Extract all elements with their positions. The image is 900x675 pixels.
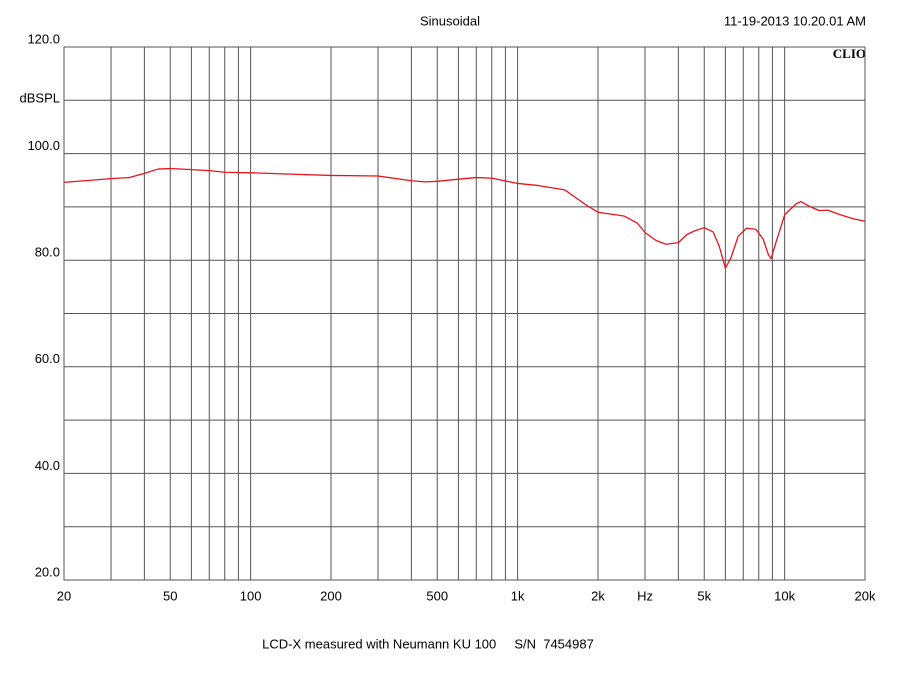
data-line [63, 167, 866, 269]
y-tick-label: 20.0 [35, 564, 60, 579]
x-tick-label: Hz [637, 588, 653, 603]
y-axis-label: dBSPL [20, 91, 60, 106]
x-tick-label: 200 [320, 588, 342, 603]
x-tick-label: 1k [511, 588, 525, 603]
timestamp: 11-19-2013 10.20.01 AM [724, 13, 866, 28]
y-tick-label: 40.0 [35, 458, 60, 473]
x-tick-label: 5k [697, 588, 711, 603]
chart-title: Sinusoidal [420, 13, 480, 28]
x-tick-label: 50 [163, 588, 177, 603]
plot-frame [63, 46, 866, 581]
y-tick-label: 80.0 [35, 245, 60, 260]
brand: CLIO [833, 46, 866, 61]
y-tick-label: 120.0 [27, 31, 60, 46]
y-tick-label: 60.0 [35, 351, 60, 366]
x-tick-label: 20 [57, 588, 71, 603]
x-tick-label: 100 [240, 588, 262, 603]
x-tick-label: 20k [855, 588, 876, 603]
caption: LCD-X measured with Neumann KU 100 S/N 7… [262, 636, 594, 651]
y-tick-label: 100.0 [27, 138, 60, 153]
x-tick-label: 500 [426, 588, 448, 603]
x-tick-label: 2k [591, 588, 605, 603]
x-tick-label: 10k [774, 588, 795, 603]
